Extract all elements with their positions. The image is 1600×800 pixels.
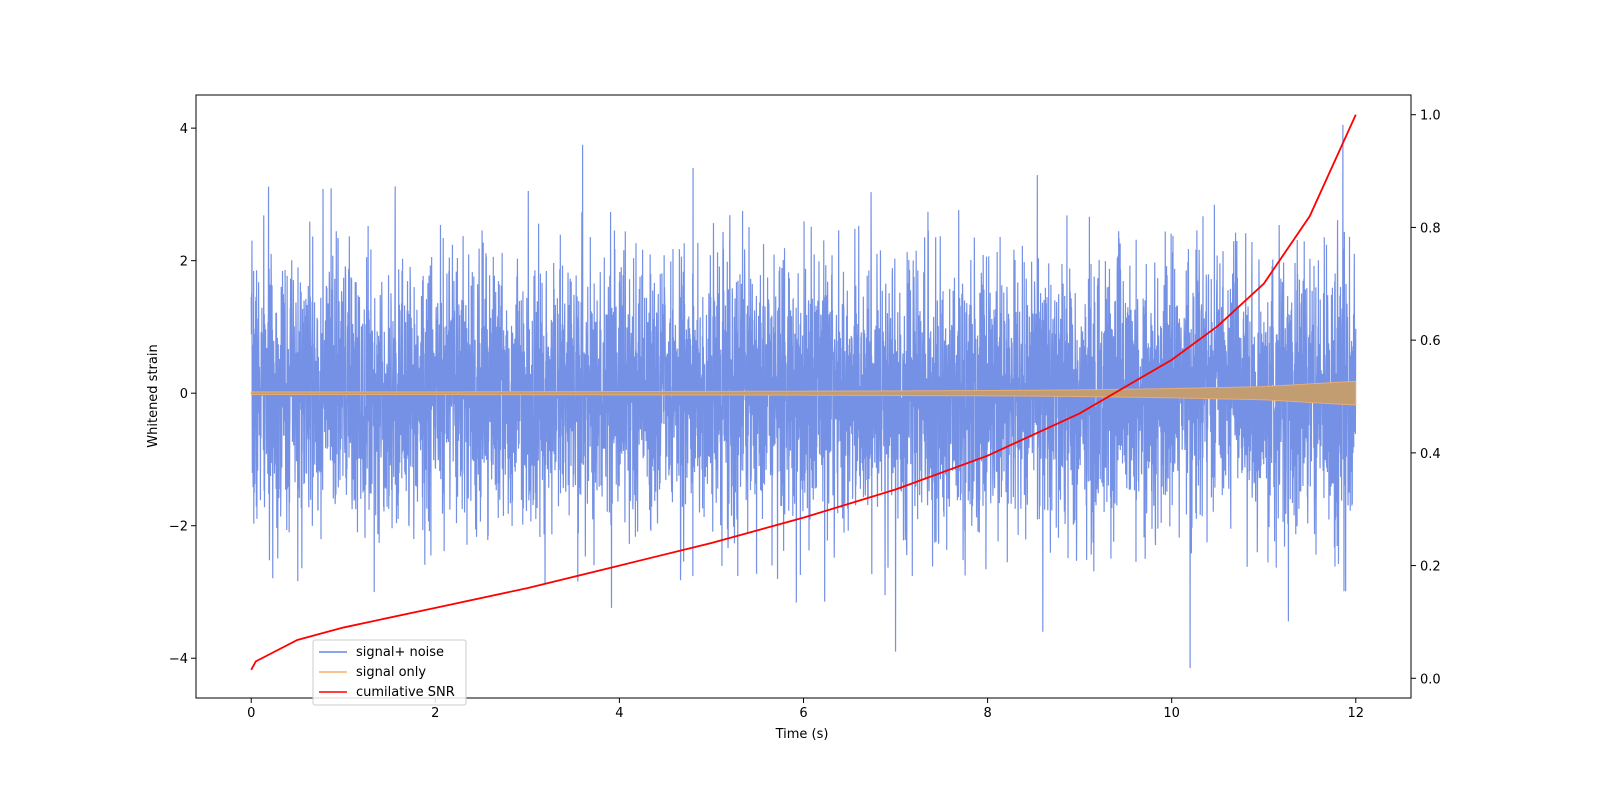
y-tick-label: 0 [180, 387, 188, 402]
y-axis-right: 0.0 0.2 0.4 0.6 0.8 1.0 [1411, 109, 1441, 687]
x-tick-label: 12 [1347, 706, 1364, 721]
x-tick-label: 4 [615, 706, 623, 721]
x-tick-label: 8 [983, 706, 991, 721]
x-tick-label: 2 [431, 706, 439, 721]
series-signal-noise-line [250, 124, 1357, 669]
x-tick-label: 0 [247, 706, 255, 721]
y-right-tick-label: 0.4 [1420, 447, 1441, 462]
x-axis: 0 2 4 6 8 10 12 [247, 698, 1364, 721]
legend-label-cumulative-snr: cumilative SNR [356, 685, 455, 700]
y-tick-label: 2 [180, 255, 188, 270]
y-tick-label: 4 [180, 122, 188, 137]
legend: signal+ noise signal only cumilative SNR [312, 639, 467, 706]
y-right-tick-label: 0.2 [1420, 560, 1441, 575]
y-axis-left: −4 −2 0 2 4 [169, 122, 196, 667]
legend-box [312, 639, 467, 706]
y-right-tick-label: 0.0 [1420, 672, 1441, 687]
y-axis-label: Whitened strain [146, 344, 161, 447]
legend-label-signal-noise: signal+ noise [356, 645, 444, 660]
y-right-tick-label: 0.6 [1420, 334, 1441, 349]
y-tick-label: −2 [169, 520, 188, 535]
x-tick-label: 10 [1163, 706, 1180, 721]
x-axis-label: Time (s) [775, 727, 829, 742]
legend-label-signal-only: signal only [356, 665, 426, 680]
series-signal-only-band [250, 380, 1357, 406]
series-cumulative-snr-line [250, 114, 1357, 671]
y-tick-label: −4 [169, 652, 188, 667]
y-right-tick-label: 1.0 [1420, 109, 1441, 124]
x-tick-label: 6 [799, 706, 807, 721]
y-right-tick-label: 0.8 [1420, 221, 1441, 236]
